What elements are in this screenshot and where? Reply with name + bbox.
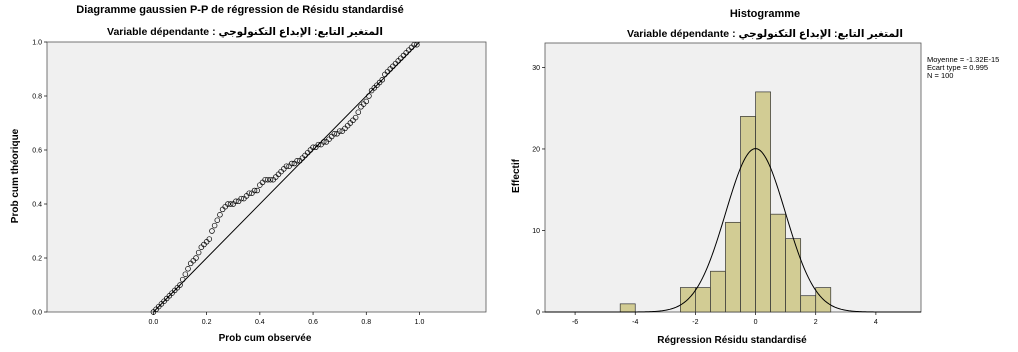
pp-point	[246, 190, 252, 196]
hist-ylabel: Effectif	[511, 158, 522, 193]
pp-point	[265, 176, 271, 183]
pp-point	[254, 187, 260, 194]
pp-point	[209, 228, 215, 234]
pp-point	[217, 212, 223, 218]
pp-point	[195, 249, 202, 256]
pp-x-tick-label: 0.4	[255, 319, 265, 326]
hist-x-tick-label: 2	[814, 319, 818, 326]
hist-y-tick-label: 20	[532, 146, 540, 153]
pp-point	[379, 77, 385, 83]
hist-stat-sd: Ecart type = 0.995	[927, 63, 988, 72]
pp-point	[352, 114, 359, 121]
hist-title: Histogramme	[730, 8, 800, 20]
pp-y-tick-label: 0.4	[32, 202, 42, 209]
pp-point	[363, 98, 370, 105]
hist-y-tick-label: 30	[532, 65, 540, 72]
pp-point	[355, 109, 362, 115]
pp-title: Diagramme gaussien P-P de régression de …	[76, 4, 403, 16]
pp-point	[262, 176, 268, 183]
hist-x-tick-label: -6	[572, 319, 578, 326]
pp-subtitle: Variable dépendante : المتغير التابع: ال…	[107, 26, 383, 38]
hist-bar	[710, 270, 726, 313]
hist-normal-curve	[545, 148, 921, 313]
pp-point	[227, 201, 234, 207]
pp-ylabel: Prob cum théorique	[10, 128, 21, 223]
pp-point	[336, 128, 343, 134]
pp-point	[267, 176, 274, 183]
pp-point	[366, 93, 372, 99]
pp-y-tick-label: 0.2	[32, 256, 42, 263]
hist-bar	[785, 238, 802, 313]
hist-stat-n: N = 100	[927, 71, 953, 80]
hist-axis-ticks: -6 -4 -2 0 2 4 0 10 20 30	[532, 65, 878, 326]
hist-x-tick-label: -2	[692, 319, 698, 326]
hist-bar	[800, 295, 817, 313]
hist-bar	[755, 91, 771, 313]
pp-point	[283, 163, 290, 169]
pp-point	[238, 195, 244, 202]
pp-y-tick-label: 1.0	[32, 40, 42, 47]
pp-x-tick-label: 0.0	[149, 319, 159, 326]
pp-point	[177, 282, 183, 288]
pp-plot-area	[46, 41, 487, 313]
pp-xlabel: Prob cum observée	[219, 333, 312, 344]
hist-bar	[725, 221, 741, 313]
pp-x-tick-label: 0.6	[308, 319, 318, 326]
histogram: Histogramme Variable dépendante : المتغي…	[511, 8, 999, 346]
hist-x-tick-label: -4	[632, 319, 638, 326]
pp-point	[310, 144, 316, 151]
pp-x-tick-label: 1.0	[415, 319, 425, 326]
hist-bar	[695, 287, 711, 313]
pp-plot: Diagramme gaussien P-P de régression de …	[10, 4, 487, 344]
pp-x-tick-label: 0.2	[202, 319, 212, 326]
pp-point	[211, 222, 218, 229]
hist-y-tick-label: 0	[536, 310, 540, 317]
pp-point	[233, 198, 239, 205]
hist-bar	[770, 213, 786, 313]
pp-y-tick-label: 0.0	[32, 310, 42, 317]
pp-point	[331, 131, 338, 137]
pp-point	[214, 217, 221, 223]
pp-y-tick-label: 0.8	[32, 94, 42, 101]
hist-stat-mean: Moyenne = -1.32E-15	[927, 55, 999, 64]
pp-point	[206, 236, 213, 242]
pp-point	[289, 160, 295, 167]
pp-point	[320, 139, 327, 145]
pp-point	[193, 255, 199, 261]
pp-y-tick-label: 0.6	[32, 148, 42, 155]
pp-point	[179, 276, 186, 283]
hist-x-tick-label: 0	[754, 319, 758, 326]
pp-point	[315, 141, 322, 148]
hist-xlabel: Régression Résidu standardisé	[657, 335, 807, 346]
pp-point	[182, 271, 189, 277]
pp-points	[150, 41, 420, 315]
hist-x-tick-label: 4	[874, 319, 878, 326]
pp-point	[251, 187, 258, 194]
hist-bars	[619, 91, 832, 313]
pp-x-tick-label: 0.8	[361, 319, 371, 326]
hist-bar	[740, 116, 756, 313]
hist-y-tick-label: 10	[532, 228, 540, 235]
pp-point	[411, 41, 417, 48]
pp-point	[294, 158, 300, 164]
pp-point	[185, 266, 191, 272]
pp-point	[414, 41, 420, 48]
hist-bar	[619, 303, 636, 313]
pp-axis-ticks: 0.0 0.2 0.4 0.6 0.8 1.0 0.0 0.2 0.4 0.6 0.8 1.0	[32, 40, 424, 327]
pp-point	[225, 201, 231, 207]
hist-subtitle: Variable dépendante : المتغير التابع: ال…	[627, 28, 903, 40]
